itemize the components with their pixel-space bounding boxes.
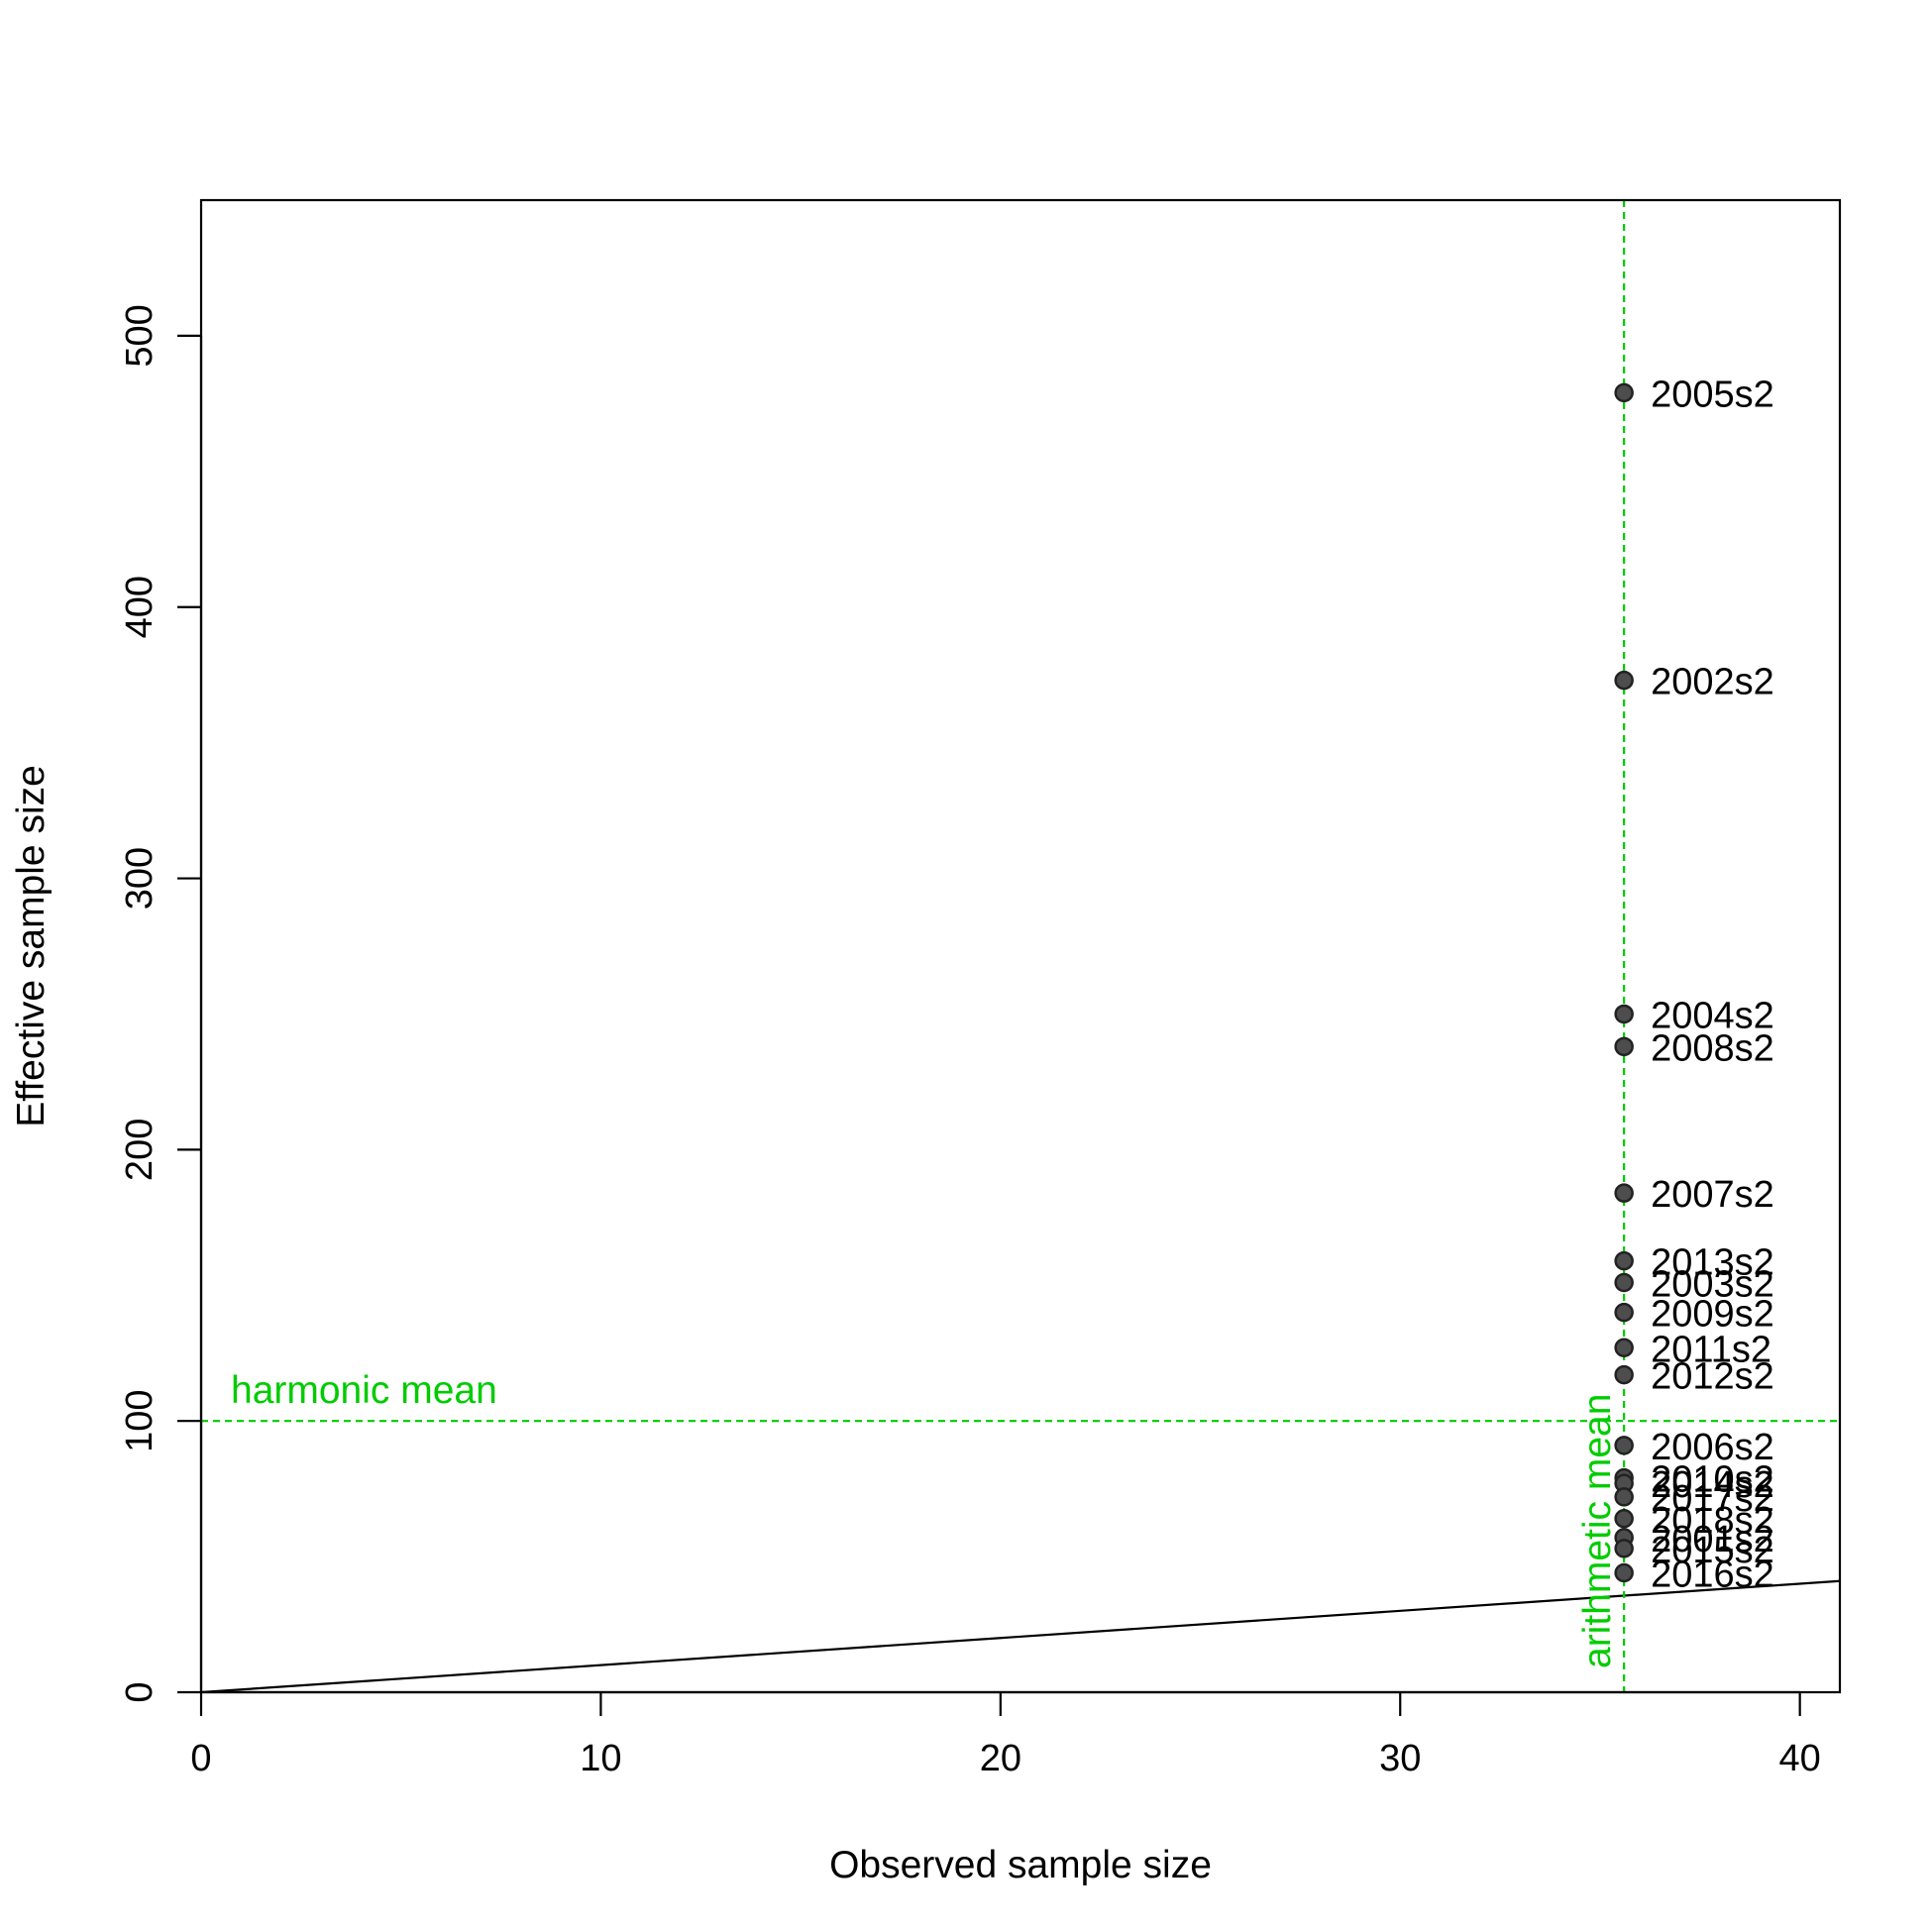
data-point [1614,1364,1634,1385]
data-point [1614,1250,1634,1271]
data-label: 2018s2 [1651,1500,1774,1542]
data-point [1614,382,1634,403]
data-label: 2015s2 [1651,1530,1774,1571]
x-tick-label: 30 [1379,1738,1421,1779]
y-tick-label: 300 [119,847,161,910]
data-label: 2002s2 [1651,662,1774,703]
data-label: 2001s2 [1651,1519,1774,1560]
data-label: 2008s2 [1651,1027,1774,1069]
data-point [1614,1302,1634,1323]
data-label: 2012s2 [1651,1356,1774,1398]
data-points [1614,382,1634,1583]
data-point [1614,1436,1634,1455]
data-label: 2009s2 [1651,1294,1774,1336]
x-tick-label: 40 [1779,1738,1821,1779]
data-label: 2004s2 [1651,995,1774,1036]
y-tick-label: 100 [119,1389,161,1451]
data-label: 2016s2 [1651,1555,1774,1596]
data-label: 2011s2 [1651,1329,1771,1370]
data-point [1614,1036,1634,1057]
identity-line [201,1579,1840,1692]
data-point [1614,670,1634,691]
x-axis-title: Observed sample size [829,1844,1212,1886]
data-label: 2010s2 [1651,1459,1774,1501]
data-label: 2013s2 [1651,1242,1774,1284]
data-point [1614,1487,1634,1507]
x-tick-label: 20 [980,1738,1021,1779]
y-tick-label: 500 [119,304,161,367]
data-label: 2014s2 [1651,1464,1774,1506]
data-point [1614,1338,1634,1358]
x-tick-label: 0 [190,1738,211,1779]
data-point [1614,1183,1634,1203]
data-label: 2007s2 [1651,1174,1774,1216]
point-labels: harmonic mean arithmetic mean 2005s2 2002s2… [231,374,1774,1668]
harmonic-mean-label: harmonic mean [231,1369,497,1412]
arithmetic-mean-label: arithmetic mean [1576,1394,1619,1668]
y-tick-label: 200 [119,1119,161,1181]
x-tick-label: 10 [580,1738,621,1779]
y-axis-title: Effective sample size [10,765,53,1127]
data-label: 2005s2 [1651,374,1774,415]
y-tick-label: 400 [119,576,161,638]
data-label: 2017s2 [1651,1478,1774,1520]
data-point [1614,1004,1634,1024]
y-tick-label: 0 [119,1681,161,1702]
data-point [1614,1562,1634,1583]
data-point [1614,1509,1634,1529]
data-label: 2003s2 [1651,1264,1774,1306]
data-point [1614,1539,1634,1558]
data-point [1614,1272,1634,1293]
data-label: 2006s2 [1651,1427,1774,1468]
